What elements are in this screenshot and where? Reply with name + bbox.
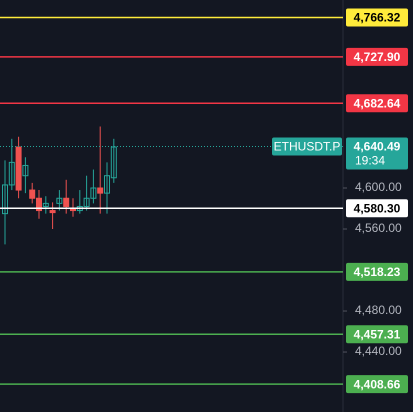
price-label: 4,408.66 [354, 377, 401, 391]
candle-body [110, 146, 117, 179]
candle-body [56, 197, 63, 204]
price-label-box [346, 375, 408, 394]
candle-body [63, 197, 70, 207]
countdown-label: 19:34 [355, 154, 385, 168]
candle-body [29, 189, 36, 199]
price-label: 4,580.30 [354, 201, 401, 215]
y-tick-label: 4,560.00 [355, 221, 402, 235]
candle-body [42, 202, 49, 207]
candle-body [83, 197, 90, 207]
price-label-box [346, 325, 408, 344]
candle-body [90, 187, 97, 199]
y-tick-label: 4,480.00 [355, 303, 402, 317]
price-label: 4,682.64 [354, 96, 401, 110]
candle-body [22, 164, 29, 177]
price-label: 4,518.23 [354, 265, 401, 279]
price-label: 4,727.90 [354, 50, 401, 64]
candle-body [104, 175, 110, 194]
y-tick-label: 4,600.00 [355, 180, 402, 194]
price-label-box [346, 47, 408, 66]
candle-body [15, 146, 22, 191]
price-label-box [346, 262, 408, 281]
current-price-label: 4,640.49 [354, 140, 401, 154]
candle-body [97, 187, 104, 194]
symbol-box [272, 137, 342, 156]
candle-body [2, 184, 8, 215]
symbol-label: ETHUSDT.P [274, 140, 341, 154]
price-label-box [346, 199, 408, 218]
price-label: 4,766.32 [354, 11, 401, 25]
current-price-box [346, 137, 408, 170]
price-label-box [346, 8, 408, 27]
candle-body [49, 210, 56, 214]
candle-body [36, 197, 42, 212]
candle-body [8, 161, 15, 186]
price-label: 4,457.31 [354, 327, 401, 341]
price-label-box [346, 94, 408, 113]
y-tick-label: 4,440.00 [355, 344, 402, 358]
